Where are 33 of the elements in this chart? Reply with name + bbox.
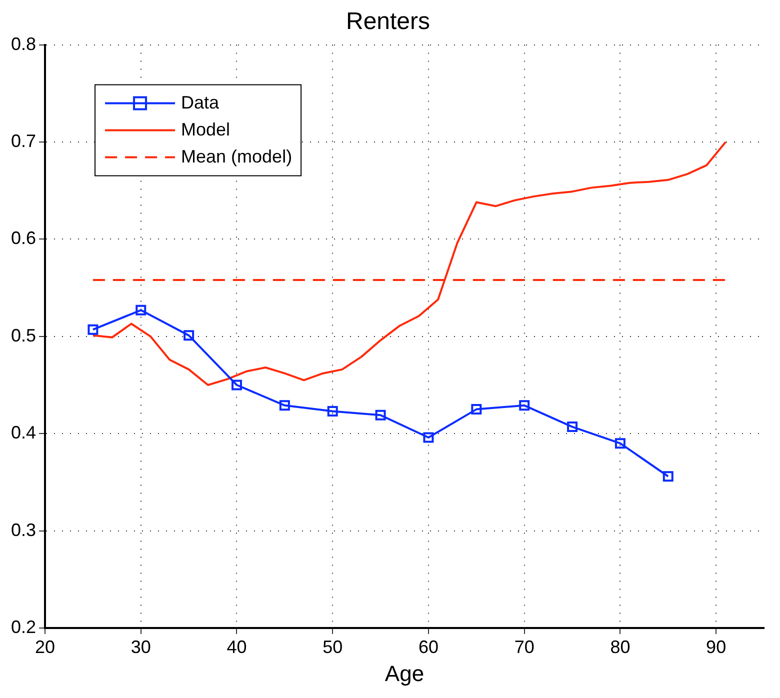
- x-tick-label: 20: [35, 636, 56, 657]
- legend-label: Data: [181, 92, 220, 112]
- y-tick-label: 0.2: [10, 616, 36, 637]
- y-tick-label: 0.7: [10, 130, 36, 151]
- chart-title: Renters: [346, 8, 430, 36]
- x-tick-label: 30: [130, 636, 151, 657]
- x-tick-label: 70: [514, 636, 534, 657]
- x-axis-title: Age: [384, 660, 424, 686]
- point: [88, 324, 98, 335]
- point: [232, 380, 242, 390]
- y-tick-label: 0.3: [10, 520, 36, 540]
- x-tick-label: 40: [226, 636, 247, 657]
- x-tick-label: 60: [418, 636, 438, 657]
- point: [184, 330, 194, 341]
- point: [423, 432, 434, 443]
- point: [136, 304, 146, 316]
- x-tick-label: 80: [610, 636, 630, 657]
- point: [327, 406, 338, 416]
- point: [567, 422, 578, 432]
- point: [519, 400, 530, 411]
- point: [614, 438, 626, 449]
- x-tick-label: 90: [706, 636, 726, 657]
- y-tick-label: 0.6: [10, 228, 36, 248]
- x-tick-label: 50: [322, 636, 343, 657]
- point: [279, 400, 290, 411]
- y-tick-label: 0.5: [10, 325, 36, 346]
- point: [662, 471, 674, 482]
- y-tick-label: 0.8: [10, 34, 36, 54]
- point: [471, 404, 482, 415]
- legend-label: Model: [181, 119, 230, 140]
- y-tick-label: 0.4: [10, 422, 36, 443]
- legend-label: Mean (model): [181, 146, 292, 166]
- point: [375, 410, 386, 420]
